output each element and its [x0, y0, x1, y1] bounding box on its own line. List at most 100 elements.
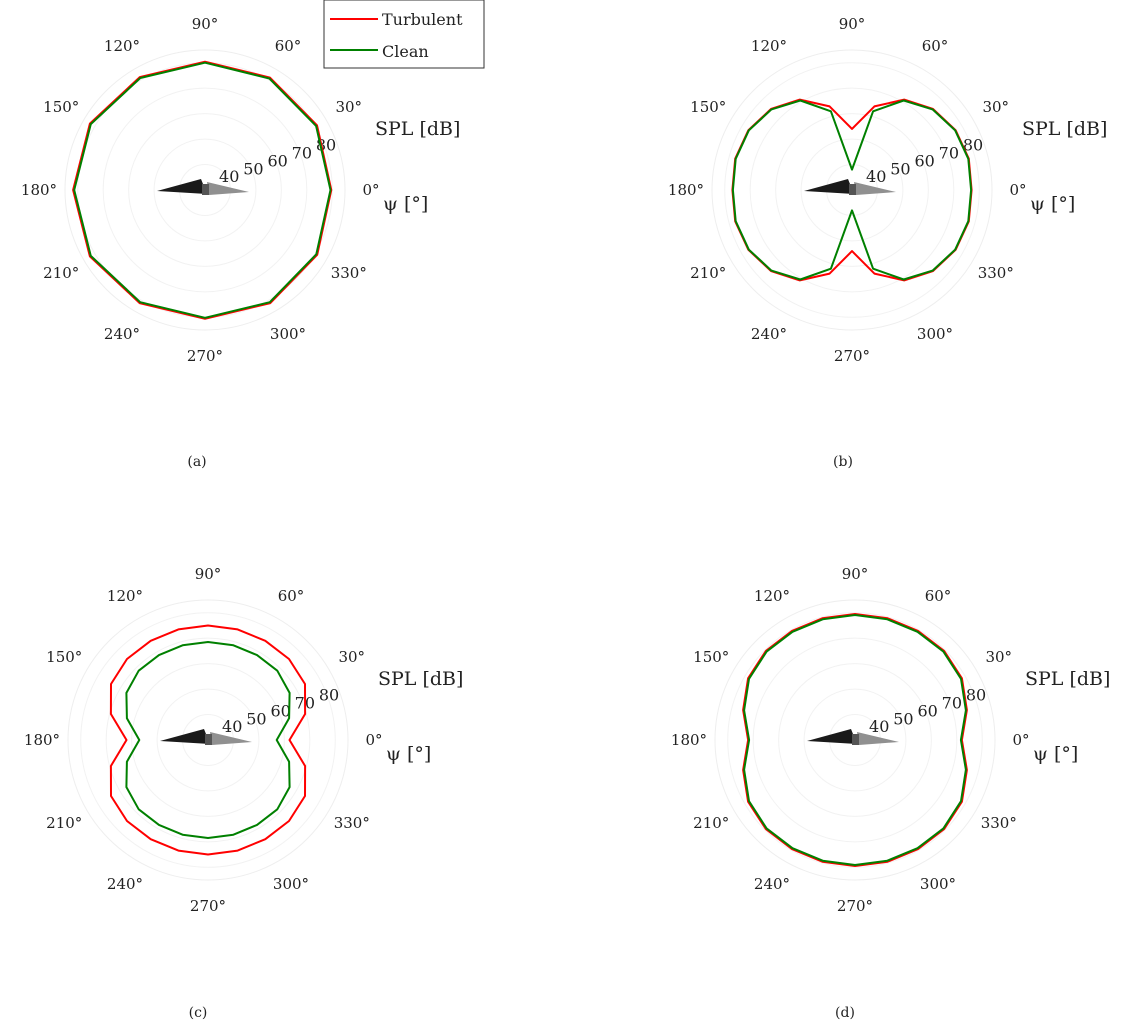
theta-tick-label: 300° — [920, 875, 956, 893]
theta-tick-label: 180° — [24, 731, 60, 749]
polar-panels: 0° 30° 60° 90° 120° 150° 180° 210° 240° 270° 300° 3… — [21, 15, 1110, 1021]
grid-circle — [80, 612, 336, 868]
theta-tick-label: 60° — [275, 37, 302, 55]
theta-tick-label: 270° — [834, 347, 870, 365]
r-axis-label: SPL [dB] — [1022, 118, 1107, 140]
theta-tick-label: 60° — [925, 587, 952, 605]
series-clean — [73, 61, 332, 319]
theta-tick-label: 0° — [362, 181, 379, 199]
theta-tick-label: 180° — [668, 181, 704, 199]
theta-tick-label: 330° — [981, 814, 1017, 832]
theta-axis-label: ψ [°] — [386, 743, 431, 765]
polar-panel-2: 0° 30° 60° 90° 120° 150° 180° 210° 240° 270° 300° 3… — [24, 565, 463, 1021]
legend: Turbulent Clean — [323, 0, 485, 69]
theta-tick-label: 150° — [43, 98, 79, 116]
theta-tick-label: 330° — [334, 814, 370, 832]
airfoil-dark — [804, 179, 854, 194]
theta-tick-label: 240° — [107, 875, 143, 893]
legend-label-clean: Clean — [382, 42, 429, 61]
grid-circle — [724, 62, 980, 318]
grid-circle — [800, 138, 904, 242]
theta-tick-label: 240° — [754, 875, 790, 893]
panel-caption: (a) — [187, 454, 206, 470]
theta-tick-label: 330° — [978, 264, 1014, 282]
airfoil-light — [857, 732, 899, 745]
grid-circle — [105, 637, 311, 843]
airfoil-light — [210, 732, 252, 745]
theta-tick-label: 120° — [754, 587, 790, 605]
r-tick-label: 80 — [966, 686, 986, 705]
r-tick-label: 60 — [914, 151, 934, 170]
theta-tick-label: 300° — [270, 325, 306, 343]
grid-circle — [775, 113, 929, 267]
theta-tick-label: 150° — [46, 648, 82, 666]
theta-tick-label: 0° — [1009, 181, 1026, 199]
legend-label-turbulent: Turbulent — [382, 10, 463, 29]
series-turbulent — [109, 624, 307, 856]
theta-tick-label: 210° — [693, 814, 729, 832]
theta-tick-label: 30° — [338, 648, 365, 666]
theta-tick-label: 180° — [21, 181, 57, 199]
theta-tick-label: 210° — [46, 814, 82, 832]
series-clean — [125, 641, 291, 839]
theta-tick-label: 180° — [671, 731, 707, 749]
airfoil-dark — [160, 729, 210, 744]
r-tick-label: 50 — [243, 159, 263, 178]
series-clean — [743, 614, 967, 866]
r-tick-label: 40 — [869, 717, 889, 736]
r-tick-label: 40 — [222, 717, 242, 736]
theta-tick-label: 30° — [335, 98, 362, 116]
r-axis-label: SPL [dB] — [378, 668, 463, 690]
panel-caption: (c) — [189, 1005, 208, 1021]
r-tick-label: 80 — [319, 686, 339, 705]
theta-tick-label: 210° — [690, 264, 726, 282]
theta-tick-label: 120° — [107, 587, 143, 605]
theta-axis-label: ψ [°] — [1033, 743, 1078, 765]
theta-tick-label: 30° — [985, 648, 1012, 666]
grid-outer-circle — [714, 599, 996, 881]
theta-tick-label: 90° — [839, 15, 866, 33]
polar-panel-0: 0° 30° 60° 90° 120° 150° 180° 210° 240° 270° 300° 3… — [21, 15, 460, 470]
grid-circle — [131, 663, 285, 817]
theta-tick-label: 270° — [837, 897, 873, 915]
theta-tick-label: 0° — [365, 731, 382, 749]
r-tick-label: 70 — [939, 144, 959, 163]
theta-tick-label: 150° — [690, 98, 726, 116]
airfoil-dark — [807, 729, 857, 744]
airfoil-hub — [852, 734, 859, 745]
theta-tick-label: 240° — [751, 325, 787, 343]
r-tick-label: 50 — [890, 159, 910, 178]
r-tick-label: 80 — [963, 136, 983, 155]
r-tick-label: 50 — [246, 709, 266, 728]
theta-tick-label: 90° — [195, 565, 222, 583]
r-tick-label: 40 — [866, 167, 886, 186]
theta-tick-label: 150° — [693, 648, 729, 666]
r-tick-label: 70 — [292, 144, 312, 163]
grid-circle — [727, 612, 983, 868]
r-axis-label: SPL [dB] — [375, 118, 460, 140]
polar-panel-3: 0° 30° 60° 90° 120° 150° 180° 210° 240° 270° 300° 3… — [671, 565, 1110, 1021]
airfoil-light — [854, 182, 896, 195]
airfoil-light — [207, 182, 249, 195]
theta-tick-label: 60° — [278, 587, 305, 605]
grid-outer-circle — [64, 49, 346, 331]
grid-circle — [156, 688, 260, 792]
airfoil-hub — [202, 184, 209, 195]
theta-tick-label: 270° — [190, 897, 226, 915]
theta-tick-label: 30° — [982, 98, 1009, 116]
grid-circle — [102, 87, 308, 293]
polar-panel-1: 0° 30° 60° 90° 120° 150° 180° 210° 240° 270° 300° 3… — [668, 15, 1107, 470]
r-tick-label: 60 — [267, 151, 287, 170]
grid-outer-circle — [711, 49, 993, 331]
grid-outer-circle — [67, 599, 349, 881]
grid-circle — [153, 138, 257, 242]
panel-caption: (b) — [833, 454, 853, 470]
theta-tick-label: 120° — [751, 37, 787, 55]
theta-tick-label: 210° — [43, 264, 79, 282]
theta-tick-label: 240° — [104, 325, 140, 343]
r-tick-label: 50 — [893, 709, 913, 728]
panel-caption: (d) — [835, 1005, 855, 1021]
theta-tick-label: 270° — [187, 347, 223, 365]
